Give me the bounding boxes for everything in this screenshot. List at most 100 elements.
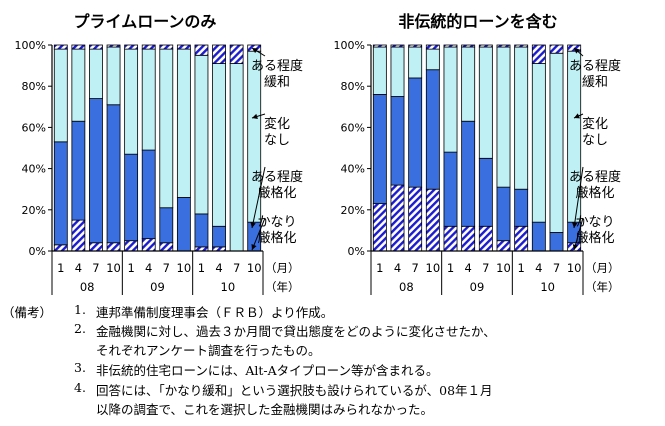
legend-callout: 変化なし (264, 116, 290, 148)
y-tick-label: 60% (22, 121, 46, 134)
bar-segment-aru_teido_genkaku (141, 149, 156, 240)
y-tick-label: 40% (341, 163, 365, 176)
x-tick-label: 7 (412, 261, 419, 275)
x-tick-label: 7 (92, 261, 99, 275)
bar-segment-henka_nashi (194, 54, 209, 215)
bar-segment-henka_nashi (549, 52, 564, 233)
bar-segment-aru_teido_genkaku (53, 141, 68, 246)
bar-segment-aru_teido_kanwa (478, 44, 493, 48)
bar-segment-aru_teido_kanwa (408, 44, 423, 48)
note-text: 非伝統的住宅ローンには、Alt-Aタイプローン等が含まれる。 (96, 363, 439, 378)
bar-segment-aru_teido_kanwa (53, 44, 68, 50)
bar-segment-henka_nashi (408, 46, 423, 79)
callout-arrowhead (251, 244, 257, 250)
callout-arrowhead (252, 48, 258, 54)
bar-segment-aru_teido_genkaku (461, 120, 476, 227)
y-tick-label: 100% (15, 39, 46, 52)
bar-segment-henka_nashi (89, 48, 103, 99)
bar-segment-aru_teido_genkaku (71, 120, 86, 221)
bar-segment-henka_nashi (496, 46, 511, 188)
note-number: 1. (74, 302, 86, 317)
bar-segment-aru_teido_genkaku (372, 94, 387, 205)
bar-segment-kanari_genkaku (89, 242, 103, 252)
legend-callout: 変化なし (582, 116, 608, 148)
bar-segment-aru_teido_genkaku (478, 157, 493, 227)
x-tick-label: 7 (163, 261, 170, 275)
bar-segment-aru_teido_kanwa (106, 44, 121, 48)
bar-segment-henka_nashi (229, 63, 244, 252)
note-number: 2. (74, 321, 86, 336)
year-label: 09 (150, 280, 165, 294)
bar-segment-henka_nashi (124, 48, 139, 155)
bar-segment-aru_teido_genkaku (514, 188, 529, 227)
bar-segment-kanari_genkaku (461, 225, 476, 252)
x-tick-label: 7 (233, 261, 240, 275)
note-text: 連邦準備制度理事会（ＦＲＢ）より作成。 (96, 305, 334, 320)
bar-segment-aru_teido_kanwa (212, 44, 226, 64)
bar-segment-henka_nashi (141, 48, 156, 151)
month-unit-label: （月） (265, 261, 300, 275)
note-text-continued: 以降の調査で、これを選択した金融機関はみられなかった。 (96, 402, 434, 417)
x-tick-label: 1 (127, 261, 134, 275)
x-tick-label: 1 (518, 261, 525, 275)
bar-segment-aru_teido_genkaku (159, 207, 174, 244)
bar-segment-aru_teido_kanwa (141, 44, 156, 50)
bar-segment-aru_teido_genkaku (549, 232, 564, 252)
bar-segment-kanari_genkaku (53, 244, 68, 252)
bar-segment-aru_teido_kanwa (496, 44, 511, 48)
note-number: 4. (74, 380, 86, 395)
bar-segment-kanari_genkaku (372, 203, 387, 252)
callout-arrow (251, 217, 266, 251)
x-tick-label: 7 (482, 261, 489, 275)
bar-segment-aru_teido_genkaku (496, 186, 511, 242)
x-tick-label: 4 (75, 261, 82, 275)
bar-segment-aru_teido_genkaku (425, 69, 440, 190)
x-tick-label: 1 (376, 261, 383, 275)
bar-segment-henka_nashi (176, 48, 191, 198)
bar-segment-kanari_genkaku (141, 238, 156, 252)
bar-segment-aru_teido_kanwa (549, 44, 564, 54)
y-tick-label: 100% (334, 39, 365, 52)
chart-title: 非伝統的ローンを含む (398, 12, 557, 31)
callout-arrowhead (572, 244, 579, 250)
y-tick-label: 40% (22, 163, 46, 176)
bar-segment-aru_teido_genkaku (408, 77, 423, 188)
bar-segment-aru_teido_genkaku (194, 213, 209, 248)
callout-arrowhead (252, 113, 258, 120)
x-tick-label: 4 (215, 261, 222, 275)
bar-segment-henka_nashi (514, 46, 529, 190)
bar-segment-kanari_genkaku (212, 246, 226, 252)
note-text: 回答には、「かなり緩和」という選択肢も設けられているが、08年１月 (96, 383, 493, 398)
bar-segment-henka_nashi (53, 48, 68, 143)
x-tick-label: 4 (394, 261, 401, 275)
legend-callout: ある程度厳格化 (251, 169, 303, 201)
bar-segment-aru_teido_genkaku (89, 98, 103, 244)
bar-segment-aru_teido_kanwa (425, 44, 440, 50)
x-tick-label: 1 (447, 261, 454, 275)
chart-title: プライムローンのみ (74, 12, 217, 31)
year-label: 10 (540, 280, 555, 294)
note-text: 金融機関に対し、過去３か月間で貸出態度をどのように変化させたか、 (96, 324, 496, 339)
bar-segment-kanari_genkaku (514, 225, 529, 252)
legend-callout: かなり厳格化 (575, 215, 614, 246)
bar-segment-aru_teido_kanwa (514, 44, 529, 48)
notes-prefix: （備考） (2, 305, 53, 320)
bar-segment-aru_teido_genkaku (531, 221, 546, 252)
bar-segment-aru_teido_kanwa (124, 44, 139, 50)
bar-segment-aru_teido_kanwa (194, 44, 209, 56)
callout-arrowhead (574, 113, 580, 119)
x-tick-label: 10 (567, 261, 582, 275)
callout-arrowhead (572, 222, 578, 228)
callout-arrow (251, 166, 266, 229)
bar-segment-henka_nashi (159, 48, 174, 209)
note-text-continued: それぞれアンケート調査を行ったもの。 (96, 343, 321, 358)
bar-segment-henka_nashi (106, 46, 121, 106)
x-tick-label: 10 (177, 261, 192, 275)
bar-segment-aru_teido_kanwa (461, 44, 476, 48)
bar-segment-aru_teido_genkaku (124, 153, 139, 242)
bar-segment-henka_nashi (390, 46, 405, 97)
year-label: 10 (221, 280, 236, 294)
bar-segment-aru_teido_genkaku (212, 225, 226, 248)
